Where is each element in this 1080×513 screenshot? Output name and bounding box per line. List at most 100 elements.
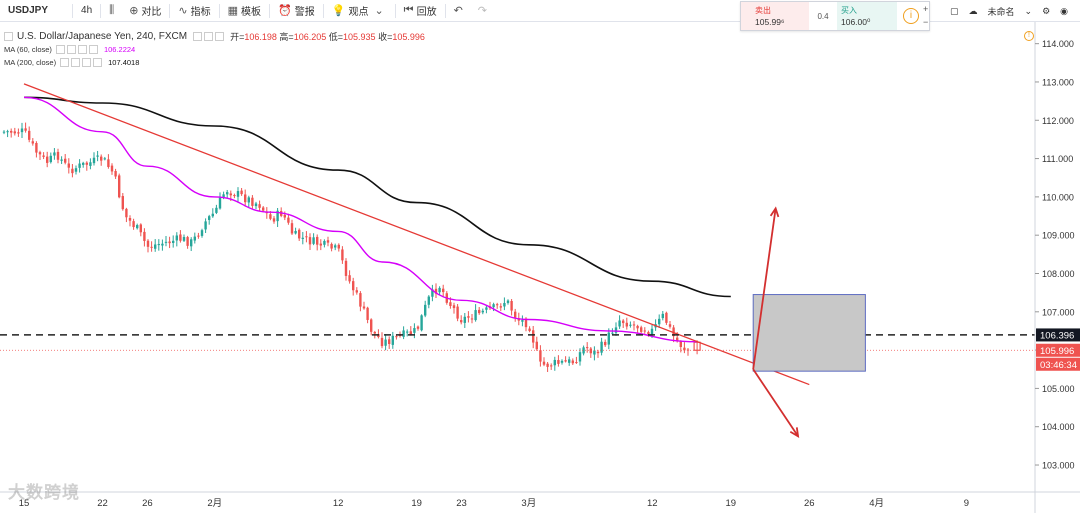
candle-body <box>164 241 168 243</box>
candle-body <box>643 330 646 332</box>
candle-body <box>600 341 603 353</box>
time-tick-label: 3月 <box>521 498 536 509</box>
last-price-label: 105.996 <box>1040 346 1074 357</box>
candle-body <box>60 159 63 161</box>
settings-icon[interactable] <box>71 58 81 67</box>
candle-body <box>528 328 531 331</box>
candle-body <box>672 327 675 337</box>
price-tick-label: 107.000 <box>1042 307 1075 317</box>
eye-icon[interactable] <box>193 32 203 41</box>
candle-body <box>452 305 456 309</box>
close-icon[interactable] <box>82 58 92 67</box>
candle-body <box>604 341 607 346</box>
candle-body <box>460 320 463 323</box>
drawings[interactable] <box>0 83 1035 439</box>
high-value: 106.205 <box>293 31 327 42</box>
minus-icon[interactable]: − <box>923 17 929 27</box>
candle-body <box>546 363 549 367</box>
divider <box>100 3 102 18</box>
chevron-down-icon[interactable]: ⌄ <box>1024 5 1033 16</box>
candle-body <box>456 306 459 319</box>
candle-body <box>78 163 81 168</box>
trendline <box>23 83 810 386</box>
time-tick-label: 9 <box>964 498 969 509</box>
candle-body <box>668 324 672 327</box>
grid-icon: ▦ <box>227 5 239 17</box>
candle-body <box>571 360 574 364</box>
more-icon[interactable] <box>215 32 225 41</box>
candle-body <box>514 311 517 318</box>
candle-body <box>344 260 348 276</box>
ideas-button[interactable]: 💡 观点 ⌄ <box>326 0 393 22</box>
gear-icon[interactable]: ⚙ <box>1042 5 1051 16</box>
candle-body <box>575 362 578 364</box>
interval-button[interactable]: 4h <box>81 5 93 16</box>
low-label: 低= <box>328 32 344 42</box>
warning-icon[interactable]: ! <box>1024 31 1034 41</box>
price-tick-label: 104.000 <box>1042 422 1075 432</box>
time-tick-label: 19 <box>411 498 422 509</box>
candle-body <box>478 309 481 314</box>
redo-button[interactable]: ↷ <box>472 0 496 22</box>
candle-body <box>470 318 474 320</box>
candle-body <box>154 244 157 249</box>
info-icon[interactable]: i <box>903 8 919 24</box>
candle-body <box>550 365 553 367</box>
close-icon[interactable] <box>77 45 87 54</box>
camera-icon[interactable]: ◉ <box>1060 5 1069 16</box>
candle-body <box>366 307 369 320</box>
eye-icon[interactable] <box>55 45 65 54</box>
more-icon[interactable] <box>93 58 103 67</box>
countdown-label-bg <box>1036 357 1080 371</box>
candle-body <box>334 245 337 248</box>
templates-button[interactable]: ▦ 模板 <box>222 0 267 22</box>
time-tick-label: 23 <box>456 498 467 509</box>
time-tick-label: 12 <box>333 498 344 509</box>
quantity-stepper[interactable]: + − <box>923 2 928 30</box>
settings-icon[interactable] <box>204 32 214 41</box>
candle-body <box>661 313 664 319</box>
candle-body <box>197 235 200 237</box>
plus-icon[interactable]: + <box>923 4 929 14</box>
candle-body <box>172 240 175 243</box>
settings-icon[interactable] <box>66 45 76 54</box>
candle-body <box>312 237 315 244</box>
lightbulb-icon: 💡 <box>331 5 346 17</box>
countdown-label: 03:46:34 <box>1040 360 1077 371</box>
price-chart[interactable]: 103.000104.000105.000106.000107.000108.0… <box>0 22 1080 513</box>
cloud-icon[interactable]: ☁ <box>968 5 978 16</box>
chart-legend: U.S. Dollar/Japanese Yen, 240, FXCM 开= 10… <box>4 30 425 69</box>
eye-icon[interactable] <box>60 58 70 67</box>
chart-type-button[interactable]: ⫼ <box>103 0 123 22</box>
candle-body <box>607 332 610 345</box>
candle-body <box>506 300 510 303</box>
candle-body <box>438 287 441 293</box>
candle-body <box>614 327 618 333</box>
candle-body <box>492 304 495 308</box>
layout-name[interactable]: 未命名 <box>987 6 1015 17</box>
sell-button[interactable]: 卖出 105.99⁶ <box>741 2 809 30</box>
collapse-icon[interactable] <box>4 32 13 41</box>
low-value: 105.935 <box>343 31 376 42</box>
candle-body <box>276 210 279 222</box>
candle-body <box>355 290 358 293</box>
indicators-button[interactable]: ∿ 指标 <box>172 0 216 22</box>
candle-body <box>337 244 340 249</box>
templates-label: 模板 <box>241 7 262 18</box>
buy-button[interactable]: 买入 106.00⁰ <box>837 2 897 30</box>
candle-body <box>42 155 45 157</box>
close-label: 收= <box>378 32 393 42</box>
candle-body <box>679 341 682 347</box>
candle-body <box>305 236 308 238</box>
candle-body <box>28 130 31 140</box>
symbol-search[interactable]: USDJPY <box>8 5 49 16</box>
fullscreen-icon[interactable]: ▢ <box>950 5 959 16</box>
candle-body <box>589 348 592 354</box>
open-label: 开= <box>230 32 245 42</box>
candle-body <box>229 193 232 196</box>
compare-button[interactable]: ⊕ 对比 <box>123 0 167 22</box>
replay-button[interactable]: ⏮ 回放 <box>398 0 443 22</box>
more-icon[interactable] <box>88 45 98 54</box>
alert-button[interactable]: ⏰ 警报 <box>272 0 321 22</box>
undo-button[interactable]: ↶ <box>448 0 472 22</box>
